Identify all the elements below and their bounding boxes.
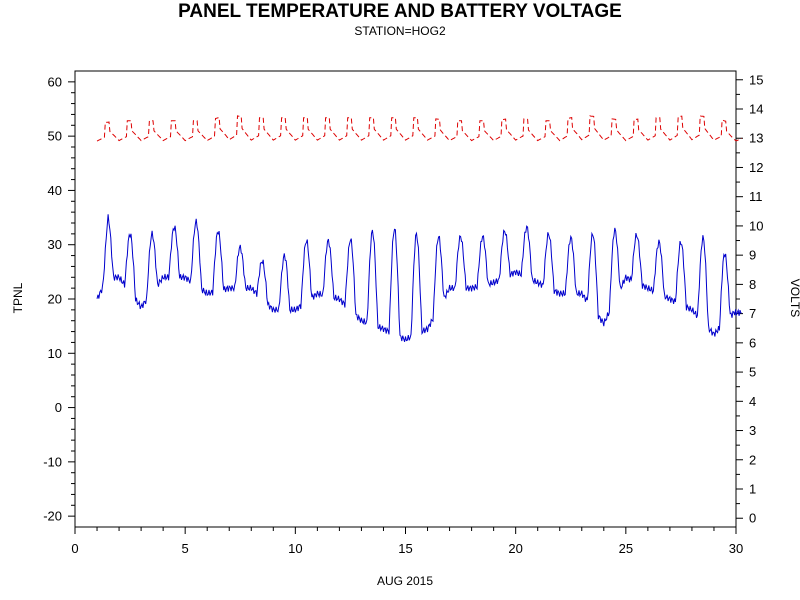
- chart-title: PANEL TEMPERATURE AND BATTERY VOLTAGE: [178, 1, 622, 22]
- right-y-tick-label: 5: [749, 365, 756, 380]
- right-y-tick-label: 12: [749, 160, 763, 175]
- x-axis-label: AUG 2015: [377, 574, 433, 588]
- left-y-tick-label: 60: [48, 74, 62, 89]
- right-y-tick-label: 11: [749, 189, 763, 204]
- right-y-tick-label: 15: [749, 72, 763, 87]
- left-y-tick-label: -20: [43, 509, 62, 524]
- x-tick-label: 30: [729, 541, 743, 556]
- right-y-tick-label: 7: [749, 306, 756, 321]
- tpnl-series-line: [96, 214, 742, 342]
- x-axis: 0 5 10 15 20 25 30: [71, 527, 743, 556]
- x-tick-label: 10: [288, 541, 302, 556]
- right-y-tick-label: 9: [749, 248, 756, 263]
- left-y-tick-label: 50: [48, 129, 62, 144]
- right-y-tick-label: 10: [749, 218, 763, 233]
- right-y-tick-label: 0: [749, 511, 756, 526]
- right-y-tick-label: 4: [749, 394, 756, 409]
- left-y-tick-label: 20: [48, 292, 62, 307]
- right-y-tick-label: 2: [749, 452, 756, 467]
- left-y-axis: -20 -10 0 10 20 30 40 50 60: [43, 74, 75, 524]
- x-tick-label: 25: [619, 541, 633, 556]
- x-tick-label: 0: [71, 541, 78, 556]
- x-tick-label: 15: [398, 541, 412, 556]
- x-tick-label: 5: [182, 541, 189, 556]
- right-y-axis-label: VOLTS: [788, 279, 800, 317]
- left-y-axis-label: TPNL: [11, 282, 25, 313]
- right-y-tick-label: 8: [749, 277, 756, 292]
- right-y-tick-label: 1: [749, 482, 756, 497]
- right-y-tick-label: 3: [749, 423, 756, 438]
- right-y-tick-label: 13: [749, 131, 763, 146]
- left-y-tick-label: 0: [55, 400, 62, 415]
- series-layer: [96, 115, 742, 342]
- x-tick-label: 20: [508, 541, 522, 556]
- left-y-tick-label: 40: [48, 183, 62, 198]
- volts-series-line: [96, 115, 742, 142]
- left-y-tick-label: -10: [43, 454, 62, 469]
- right-y-tick-label: 6: [749, 335, 756, 350]
- right-y-tick-label: 14: [749, 102, 763, 117]
- left-y-tick-label: 30: [48, 237, 62, 252]
- chart-subtitle: STATION=HOG2: [354, 24, 446, 38]
- left-y-tick-label: 10: [48, 346, 62, 361]
